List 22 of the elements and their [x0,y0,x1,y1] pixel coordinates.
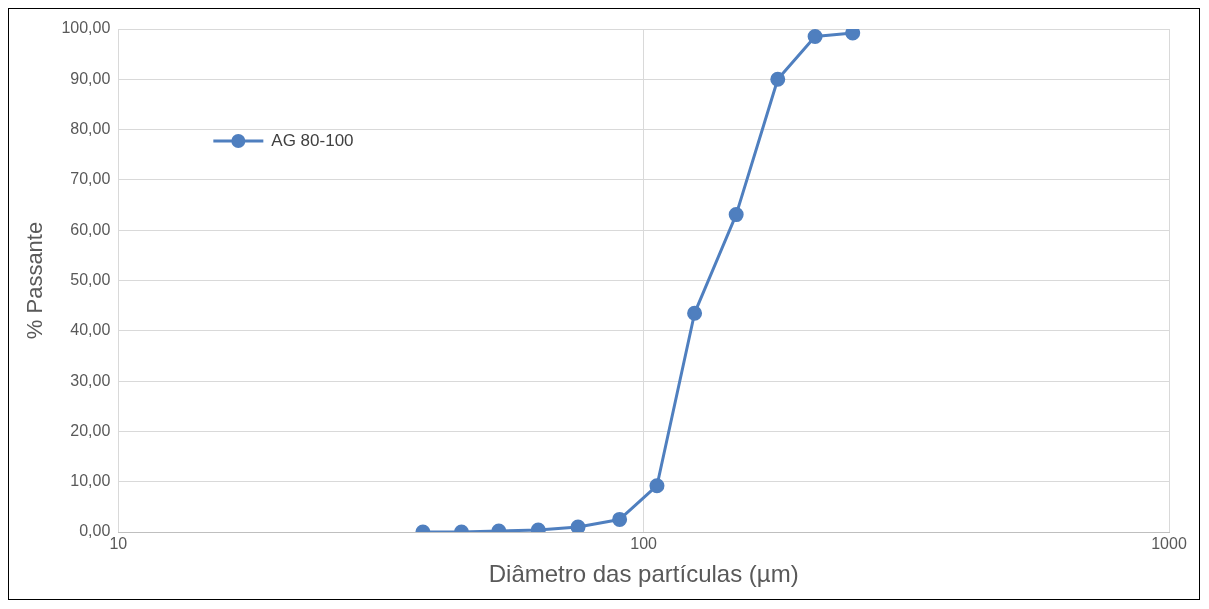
point [687,305,703,321]
y-tick-label: 40,00 [70,321,111,339]
y-tick-label: 10,00 [70,472,111,490]
y-tick-label: 20,00 [70,421,111,439]
y-tick-label: 70,00 [70,170,111,188]
point [728,207,744,223]
y-tick-label: 80,00 [70,120,111,138]
y-tick-label: 50,00 [70,270,111,288]
y-tick-label: 0,00 [79,522,111,540]
point [807,29,823,45]
point [570,519,586,532]
y-axis-title: % Passante [22,221,48,340]
y-tick-label: 100,00 [61,19,111,37]
point [845,29,861,41]
x-tick-label: 1000 [1151,535,1187,553]
y-tick-label: 60,00 [70,220,111,238]
x-tick-label: 10 [109,535,128,553]
y-tick-label: 30,00 [70,371,111,389]
x-tick-label: 100 [630,535,658,553]
x-axis-title: Diâmetro das partículas (µm) [488,560,799,588]
y-tick-label: 90,00 [70,69,111,87]
legend-label: AG 80-100 [271,130,354,150]
